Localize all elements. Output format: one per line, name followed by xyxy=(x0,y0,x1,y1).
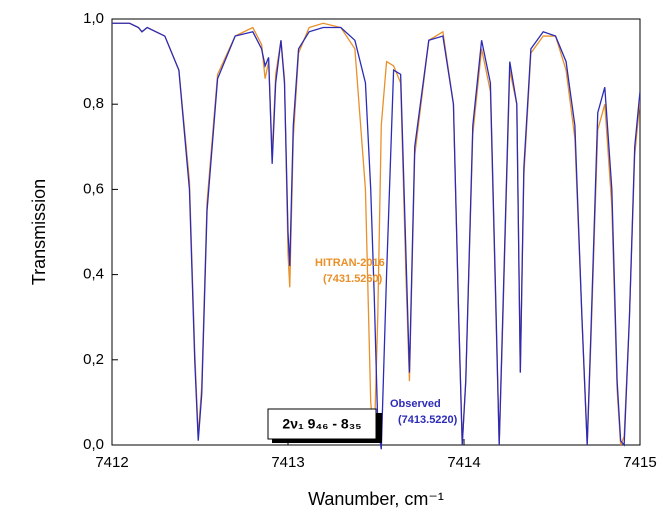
annotation: (7431.5260) xyxy=(323,273,383,285)
series-line xyxy=(112,22,640,446)
x-tick-label: 7412 xyxy=(95,454,128,471)
x-axis-label: Wanumber, cm⁻¹ xyxy=(308,489,444,509)
annotation: (7413.5220) xyxy=(398,414,458,426)
y-tick-label: 0,2 xyxy=(83,351,104,368)
x-tick-label: 7414 xyxy=(447,454,480,471)
x-tick-label: 7413 xyxy=(271,454,304,471)
y-axis-label: Transmission xyxy=(29,179,49,285)
plot-frame xyxy=(111,18,641,446)
x-tick-label: 7415 xyxy=(623,454,656,471)
annotation: HITRAN-2016 xyxy=(315,257,385,269)
y-tick-label: 0,4 xyxy=(83,266,104,283)
y-tick-label: 1,0 xyxy=(83,10,104,27)
label-box xyxy=(267,408,377,440)
series-line xyxy=(112,22,640,450)
annotation: Observed xyxy=(390,398,441,410)
y-tick-label: 0,0 xyxy=(83,436,104,453)
y-tick-label: 0,8 xyxy=(83,95,104,112)
plot-lines xyxy=(112,22,640,450)
label-box-text: 2ν₁ 9₄₆ - 8₃₅ xyxy=(282,416,361,432)
y-tick-label: 0,6 xyxy=(83,180,104,197)
